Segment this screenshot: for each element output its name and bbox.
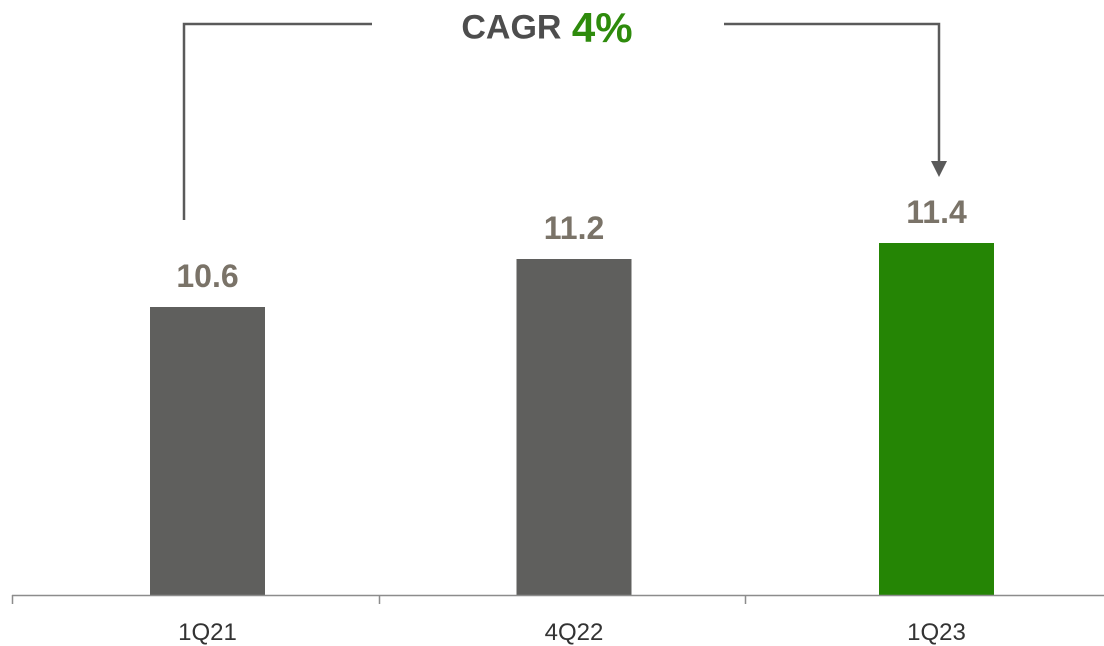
cagr-value: 4% xyxy=(571,4,633,51)
bar-1q23 xyxy=(879,243,994,595)
value-label-4q22: 11.2 xyxy=(544,210,605,246)
cagr-bracket xyxy=(182,22,947,220)
cagr-label: CAGR xyxy=(461,8,562,47)
bracket-left-segment xyxy=(182,22,372,220)
bracket-right-segment xyxy=(724,22,941,163)
tick-label-1q21: 1Q21 xyxy=(178,619,237,646)
tick-label-1q23: 1Q23 xyxy=(907,619,966,646)
bars xyxy=(150,243,994,595)
bar-4q22 xyxy=(516,259,632,595)
bar-1q21 xyxy=(150,307,265,595)
x-tick-labels: 1Q21 4Q22 1Q23 xyxy=(178,619,966,646)
x-axis xyxy=(11,594,1104,604)
value-labels: 10.6 11.2 11.4 xyxy=(176,194,967,294)
value-label-1q21: 10.6 xyxy=(176,258,238,294)
value-label-1q23: 11.4 xyxy=(906,194,967,230)
arrow-down-icon xyxy=(931,161,947,177)
tick-label-4q22: 4Q22 xyxy=(545,619,604,646)
cagr-annotation: CAGR 4% xyxy=(372,0,722,56)
